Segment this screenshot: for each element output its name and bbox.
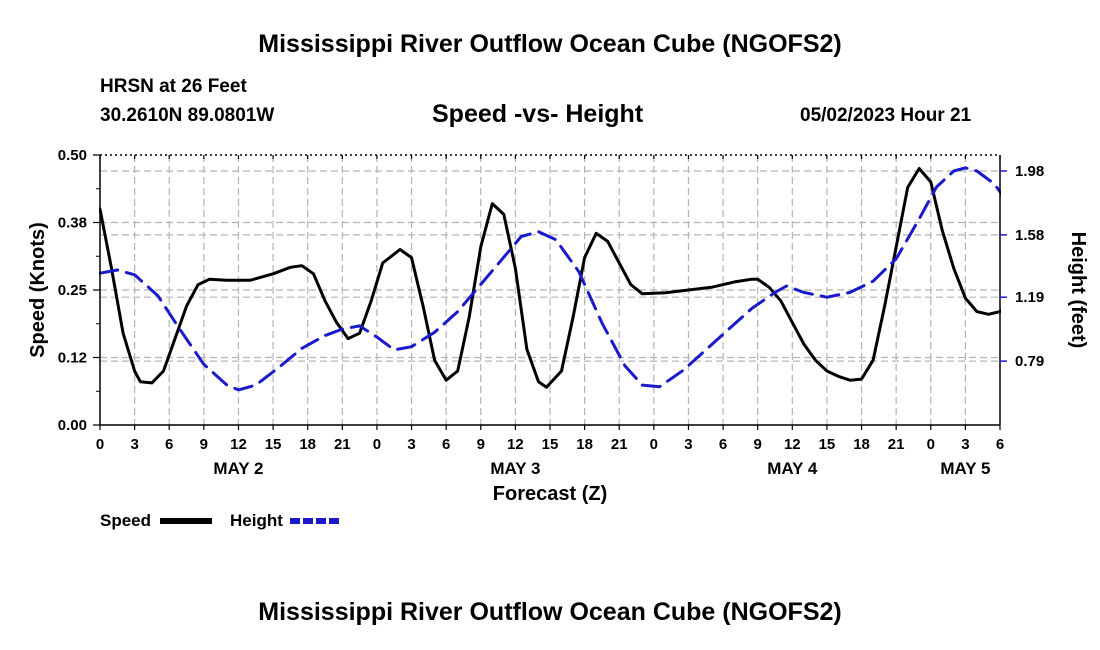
x-tick-label: 12 bbox=[507, 436, 524, 453]
day-label: MAY 2 bbox=[213, 459, 263, 478]
x-tick-label: 3 bbox=[961, 436, 969, 453]
x-axis-title: Forecast (Z) bbox=[493, 483, 607, 505]
x-tick-label: 0 bbox=[650, 436, 658, 453]
x-tick-label: 3 bbox=[684, 436, 692, 453]
legend-label-height: Height bbox=[230, 511, 283, 530]
x-tick-label: 12 bbox=[784, 436, 801, 453]
y2-tick-label: 0.79 bbox=[1015, 353, 1044, 370]
day-label: MAY 5 bbox=[940, 459, 990, 478]
y2-tick-label: 1.19 bbox=[1015, 289, 1044, 306]
x-tick-label: 21 bbox=[611, 436, 628, 453]
x-tick-label: 15 bbox=[542, 436, 559, 453]
y-tick-label: 0.12 bbox=[58, 350, 87, 367]
x-tick-label: 6 bbox=[442, 436, 450, 453]
day-label: MAY 3 bbox=[490, 459, 540, 478]
y-tick-label: 0.00 bbox=[58, 417, 87, 434]
y2-axis-title: Height (feet) bbox=[1067, 232, 1089, 349]
x-tick-label: 18 bbox=[853, 436, 870, 453]
y-tick-label: 0.50 bbox=[58, 147, 87, 164]
height-series-line bbox=[99, 166, 1001, 392]
x-tick-label: 0 bbox=[927, 436, 935, 453]
station-label: HRSN at 26 Feet bbox=[100, 76, 247, 97]
x-tick-label: 15 bbox=[819, 436, 836, 453]
day-label: MAY 4 bbox=[767, 459, 818, 478]
y2-tick-label: 1.58 bbox=[1015, 227, 1044, 244]
coordinates-label: 30.2610N 89.0801W bbox=[100, 105, 275, 126]
x-tick-label: 12 bbox=[230, 436, 247, 453]
legend-label-speed: Speed bbox=[100, 511, 151, 530]
x-tick-label: 6 bbox=[165, 436, 173, 453]
x-tick-label: 3 bbox=[130, 436, 138, 453]
y-tick-label: 0.38 bbox=[58, 215, 87, 232]
x-tick-label: 9 bbox=[477, 436, 485, 453]
x-tick-label: 18 bbox=[299, 436, 316, 453]
x-tick-label: 18 bbox=[576, 436, 593, 453]
y-tick-label: 0.25 bbox=[58, 282, 87, 299]
x-tick-label: 9 bbox=[200, 436, 208, 453]
x-tick-label: 15 bbox=[265, 436, 282, 453]
x-tick-label: 6 bbox=[719, 436, 727, 453]
forecast-datetime: 05/02/2023 Hour 21 bbox=[800, 105, 972, 126]
x-tick-label: 0 bbox=[373, 436, 381, 453]
axes bbox=[93, 154, 1007, 430]
y-axis-title: Speed (Knots) bbox=[27, 222, 49, 358]
x-tick-label: 9 bbox=[754, 436, 762, 453]
y2-tick-label: 1.98 bbox=[1015, 163, 1044, 180]
x-tick-label: 0 bbox=[96, 436, 104, 453]
x-tick-label: 3 bbox=[407, 436, 415, 453]
chart-main-title: Mississippi River Outflow Ocean Cube (NG… bbox=[258, 30, 842, 58]
footer-title: Mississippi River Outflow Ocean Cube (NG… bbox=[258, 598, 842, 626]
speed-series-line bbox=[99, 167, 1001, 389]
legend: Speed Height bbox=[100, 511, 342, 530]
x-tick-label: 21 bbox=[888, 436, 905, 453]
x-tick-label: 21 bbox=[334, 436, 351, 453]
chart-subtitle: Speed -vs- Height bbox=[432, 100, 644, 128]
x-tick-label: 6 bbox=[996, 436, 1004, 453]
